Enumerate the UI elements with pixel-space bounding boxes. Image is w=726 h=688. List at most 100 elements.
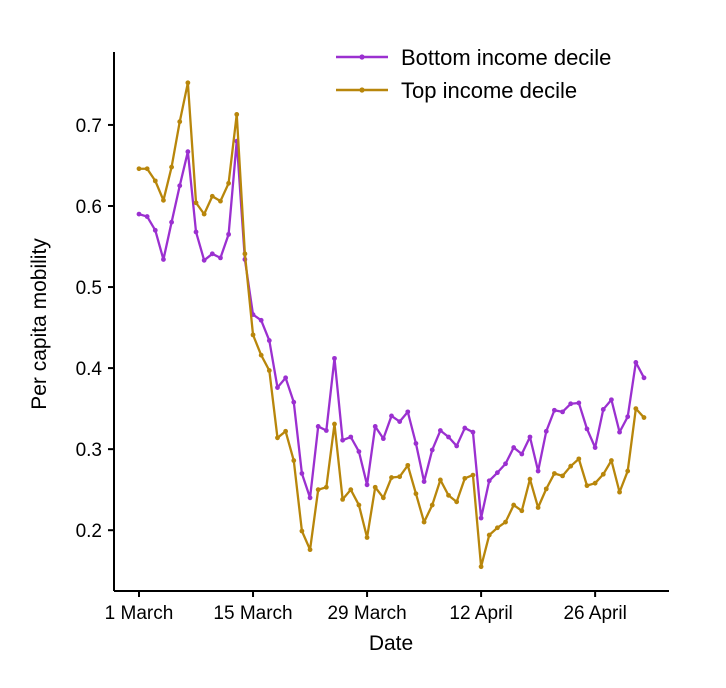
data-point	[543, 486, 549, 492]
data-point	[161, 257, 166, 262]
x-tick-label: 29 March	[327, 603, 406, 624]
data-point	[323, 428, 329, 433]
data-point	[503, 519, 508, 525]
y-tick-label: 0.6	[76, 197, 102, 218]
data-point	[315, 487, 321, 493]
data-point	[552, 407, 557, 413]
data-point	[470, 472, 476, 478]
data-point	[421, 479, 427, 484]
data-point	[437, 477, 443, 483]
data-point	[299, 471, 305, 476]
data-point	[144, 214, 150, 219]
data-point	[511, 445, 517, 450]
data-point	[226, 180, 232, 186]
data-point	[421, 519, 427, 525]
data-point	[169, 219, 174, 225]
data-point	[633, 360, 639, 365]
data-point	[209, 251, 215, 257]
data-point	[617, 489, 622, 495]
data-point	[519, 451, 525, 457]
data-point	[600, 471, 606, 477]
data-point	[275, 385, 280, 390]
data-point	[152, 227, 158, 233]
data-point	[462, 425, 468, 431]
data-point	[592, 445, 598, 450]
data-point	[478, 515, 484, 521]
axes: 0.2 0.3 0.4 0.5 0.6 0.7 1 March 15 March 29 Mar…	[28, 52, 669, 655]
x-tick-label: 26 April	[563, 603, 626, 624]
data-point	[372, 424, 378, 429]
data-point	[307, 495, 313, 501]
data-point	[584, 426, 590, 432]
data-point	[576, 400, 582, 406]
data-point	[185, 80, 191, 86]
data-point	[332, 421, 337, 427]
data-point	[340, 437, 346, 443]
data-point	[283, 375, 289, 381]
data-point	[592, 480, 598, 486]
data-point	[535, 468, 541, 474]
series-line-top-income	[139, 81, 645, 568]
data-point	[218, 255, 223, 261]
data-point	[136, 166, 142, 172]
data-point	[152, 178, 158, 184]
data-point	[356, 502, 362, 508]
y-tick-label: 0.5	[76, 278, 102, 299]
data-point	[364, 535, 370, 540]
data-point	[454, 443, 460, 449]
data-point	[144, 166, 150, 172]
data-point	[527, 434, 533, 440]
data-point	[486, 532, 492, 538]
data-point	[600, 407, 606, 412]
data-point	[641, 415, 647, 420]
data-point	[543, 428, 549, 434]
legend-marker-bottom-income	[359, 54, 365, 60]
series-top-income	[136, 80, 647, 570]
data-point	[266, 338, 272, 343]
legend-entry-bottom-income: Bottom income decile	[336, 45, 611, 70]
data-point	[641, 375, 647, 381]
data-point	[234, 112, 240, 117]
data-point	[560, 473, 565, 479]
data-point	[193, 229, 199, 235]
data-point	[617, 429, 622, 435]
data-point	[299, 528, 305, 534]
data-point	[177, 119, 183, 125]
data-point	[494, 470, 500, 476]
x-tick-label: 1 March	[105, 603, 174, 624]
data-point	[389, 413, 394, 419]
legend: Bottom income decile Top income decile	[336, 45, 611, 103]
y-axis-ticks: 0.2 0.3 0.4 0.5 0.6 0.7	[76, 116, 114, 542]
legend-entry-top-income: Top income decile	[336, 78, 577, 103]
x-axis-title: Date	[369, 632, 413, 655]
data-point	[519, 508, 525, 514]
data-point	[201, 257, 207, 263]
data-point	[291, 458, 297, 463]
data-point	[568, 463, 574, 469]
legend-label-bottom-income: Bottom income decile	[401, 45, 611, 70]
data-point	[242, 251, 248, 257]
data-point	[625, 414, 631, 420]
data-point	[397, 419, 403, 424]
data-point	[413, 491, 419, 497]
x-axis-ticks: 1 March 15 March 29 March 12 April 26 April	[105, 591, 627, 624]
data-point	[494, 525, 500, 531]
data-point	[462, 475, 468, 481]
data-point	[332, 355, 337, 361]
data-point	[527, 476, 533, 482]
data-point	[218, 198, 223, 204]
data-point	[429, 502, 435, 508]
data-point	[584, 483, 590, 489]
data-point	[250, 332, 256, 338]
data-point	[275, 435, 280, 441]
data-point	[226, 231, 232, 237]
data-point	[405, 462, 411, 468]
data-point	[437, 428, 443, 433]
data-point	[266, 368, 272, 373]
data-point	[625, 468, 631, 474]
data-point	[380, 436, 386, 442]
data-point	[454, 499, 460, 505]
data-point	[576, 456, 582, 462]
data-point	[405, 409, 411, 415]
data-point	[307, 547, 313, 553]
